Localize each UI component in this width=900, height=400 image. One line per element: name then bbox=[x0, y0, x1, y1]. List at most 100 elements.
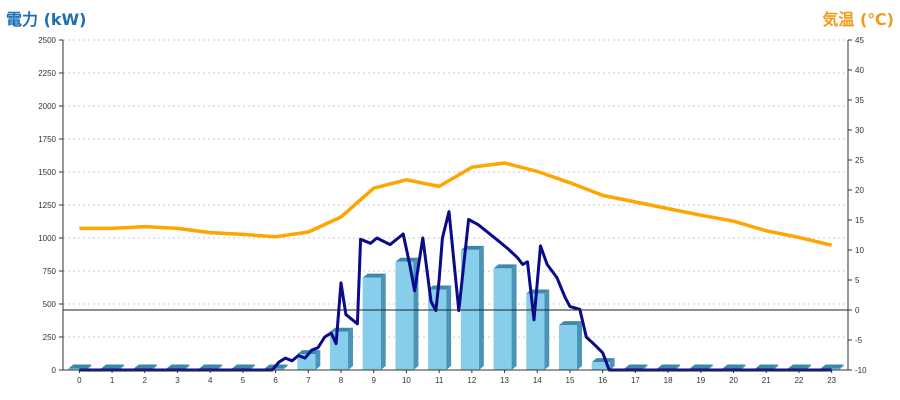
right-tick-label: 25 bbox=[855, 156, 864, 165]
bar-side bbox=[576, 321, 582, 370]
x-tick-label: 12 bbox=[467, 376, 476, 385]
bar-top bbox=[689, 364, 713, 369]
x-tick-label: 16 bbox=[598, 376, 607, 385]
left-tick-label: 1500 bbox=[38, 168, 56, 177]
bar-top bbox=[395, 257, 419, 262]
left-tick-label: 1000 bbox=[38, 234, 56, 243]
x-tick-label: 15 bbox=[566, 376, 575, 385]
right-tick-label: 10 bbox=[855, 246, 864, 255]
left-tick-label: 2250 bbox=[38, 69, 56, 78]
right-tick-label: 45 bbox=[855, 36, 864, 45]
bar-top bbox=[362, 273, 386, 278]
x-tick-label: 1 bbox=[110, 376, 115, 385]
x-tick-label: 8 bbox=[339, 376, 344, 385]
left-tick-label: 750 bbox=[43, 267, 57, 276]
bar bbox=[493, 264, 517, 370]
bar bbox=[395, 257, 419, 370]
bar-side bbox=[282, 364, 288, 370]
right-tick-label: 20 bbox=[855, 186, 864, 195]
right-tick-label: -5 bbox=[855, 336, 863, 345]
bar-top bbox=[101, 364, 125, 369]
x-tick-label: 7 bbox=[306, 376, 311, 385]
bar-front bbox=[526, 293, 545, 370]
left-axis-title: 電力 (kW) bbox=[6, 10, 87, 29]
x-tick-label: 5 bbox=[241, 376, 246, 385]
bar-top bbox=[558, 321, 582, 326]
bar bbox=[297, 350, 321, 370]
bar-top bbox=[68, 364, 92, 369]
bar-top bbox=[231, 364, 255, 369]
right-tick-label: -10 bbox=[855, 366, 867, 375]
bar-top bbox=[787, 364, 811, 369]
bar-side bbox=[315, 350, 321, 370]
temperature-line bbox=[79, 161, 833, 247]
x-tick-label: 4 bbox=[208, 376, 213, 385]
tick-labels: 02505007501000125015001750200022502500-1… bbox=[38, 36, 867, 385]
bar-side bbox=[348, 327, 354, 370]
left-tick-label: 0 bbox=[52, 366, 57, 375]
x-tick-label: 23 bbox=[827, 376, 836, 385]
x-tick-label: 3 bbox=[175, 376, 180, 385]
x-tick-label: 21 bbox=[762, 376, 771, 385]
bar-side bbox=[446, 285, 452, 370]
left-tick-label: 500 bbox=[43, 300, 57, 309]
bar bbox=[558, 321, 582, 370]
bar-top bbox=[199, 364, 223, 369]
left-tick-label: 1750 bbox=[38, 135, 56, 144]
right-axis-title: 気温 (℃) bbox=[822, 10, 894, 29]
x-tick-label: 20 bbox=[729, 376, 738, 385]
x-tick-label: 6 bbox=[273, 376, 278, 385]
power-line bbox=[79, 210, 832, 372]
x-tick-label: 9 bbox=[372, 376, 377, 385]
x-tick-label: 18 bbox=[664, 376, 673, 385]
left-tick-label: 2500 bbox=[38, 36, 56, 45]
bar-top bbox=[657, 364, 681, 369]
bar-front bbox=[362, 277, 381, 370]
bar-side bbox=[838, 364, 844, 370]
x-tick-label: 2 bbox=[143, 376, 148, 385]
x-tick-label: 19 bbox=[696, 376, 705, 385]
right-tick-label: 30 bbox=[855, 126, 864, 135]
bar-front bbox=[591, 362, 610, 370]
right-tick-label: 0 bbox=[855, 306, 860, 315]
x-tick-label: 14 bbox=[533, 376, 542, 385]
grid-lines bbox=[63, 39, 848, 371]
left-tick-label: 2000 bbox=[38, 102, 56, 111]
axes bbox=[59, 39, 852, 373]
left-tick-label: 1250 bbox=[38, 201, 56, 210]
x-tick-label: 10 bbox=[402, 376, 411, 385]
bar-top bbox=[493, 264, 517, 269]
left-tick-label: 250 bbox=[43, 333, 57, 342]
right-tick-label: 15 bbox=[855, 216, 864, 225]
bar-front bbox=[493, 268, 512, 370]
bar bbox=[330, 327, 354, 370]
x-tick-label: 17 bbox=[631, 376, 640, 385]
right-tick-label: 40 bbox=[855, 66, 864, 75]
x-tick-label: 22 bbox=[794, 376, 803, 385]
bar bbox=[526, 289, 550, 370]
bar-side bbox=[609, 358, 615, 370]
bar-top bbox=[820, 364, 844, 369]
bar-side bbox=[380, 273, 386, 370]
bar-top bbox=[166, 364, 190, 369]
bar bbox=[591, 358, 615, 370]
line-series bbox=[79, 161, 833, 372]
bar-front bbox=[68, 368, 87, 370]
x-tick-label: 13 bbox=[500, 376, 509, 385]
right-tick-label: 5 bbox=[855, 276, 860, 285]
x-tick-label: 0 bbox=[77, 376, 82, 385]
bar-top bbox=[722, 364, 746, 369]
bar-side bbox=[544, 289, 550, 370]
x-tick-label: 11 bbox=[435, 376, 444, 385]
bar-top bbox=[133, 364, 157, 369]
bar-top bbox=[624, 364, 648, 369]
bar-top bbox=[755, 364, 779, 369]
bar-front bbox=[558, 325, 577, 370]
bar-side bbox=[511, 264, 517, 370]
bar-top bbox=[591, 358, 615, 363]
bar bbox=[362, 273, 386, 370]
bar-side bbox=[478, 245, 484, 370]
bar-front bbox=[395, 261, 414, 370]
bar-series bbox=[68, 245, 844, 370]
